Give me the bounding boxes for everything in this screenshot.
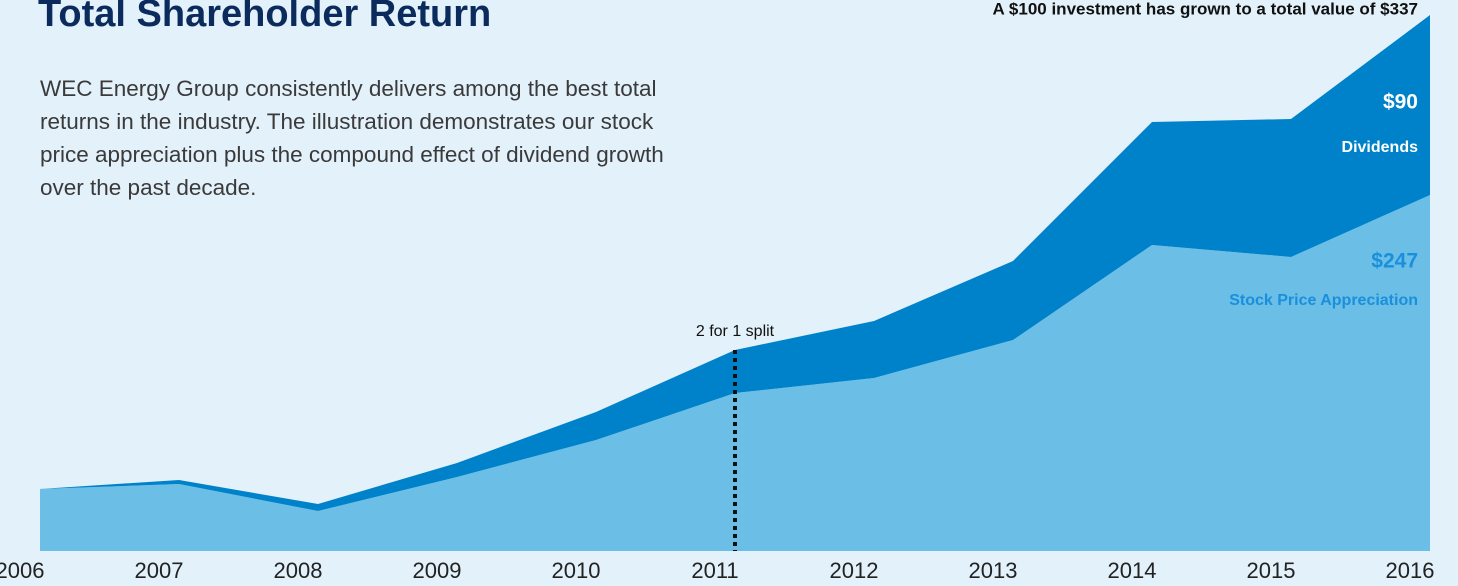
x-tick-label: 2009 (413, 558, 462, 583)
x-tick-label: 2014 (1108, 558, 1157, 583)
annotation: 2 for 1 split (696, 323, 775, 340)
series-label: Dividends (1342, 139, 1419, 156)
x-tick-label: 2008 (274, 558, 323, 583)
x-tick-label: 2013 (969, 558, 1018, 583)
chart-subtitle: A $100 investment has grown to a total v… (993, 0, 1418, 18)
x-tick-label: 2012 (830, 558, 879, 583)
x-tick-label: 2007 (135, 558, 184, 583)
series-label: Stock Price Appreciation (1229, 292, 1418, 309)
x-tick-label: 2016 (1386, 558, 1435, 583)
area (40, 195, 1430, 551)
description: WEC Energy Group consistently delivers a… (40, 76, 664, 200)
x-tick-label: 2011 (691, 558, 738, 583)
chart-title: Total Shareholder Return (38, 0, 491, 35)
x-tick-label: 2010 (552, 558, 601, 583)
value-label: $247 (1371, 250, 1418, 273)
value-label: $90 (1383, 91, 1418, 114)
x-tick-label: 2015 (1247, 558, 1296, 583)
x-tick-label: 2006 (0, 558, 44, 583)
